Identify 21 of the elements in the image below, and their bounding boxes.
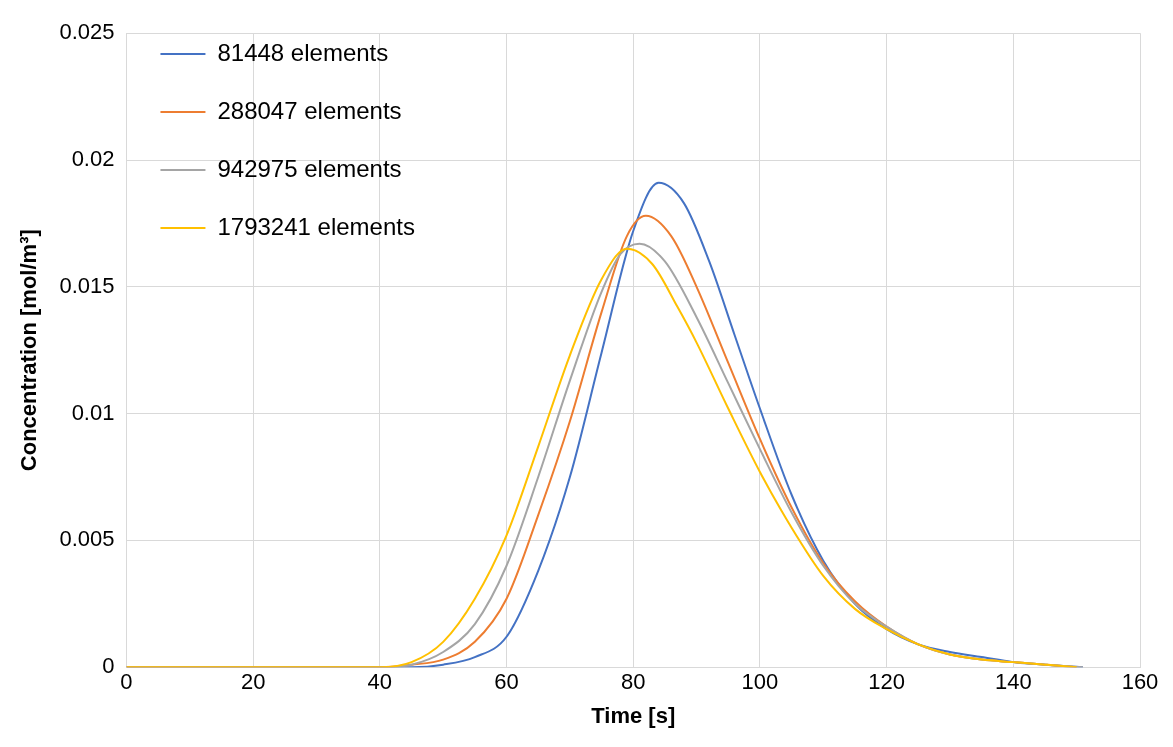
x-tick-label: 20	[240, 669, 266, 695]
y-tick-label: 0.005	[59, 526, 115, 552]
legend-label: 1793241 elements	[217, 212, 415, 240]
legend-label: 81448 elements	[217, 38, 389, 66]
x-tick-label: 80	[620, 669, 646, 695]
y-axis-title: Concentration [mol/m³]	[16, 229, 42, 472]
x-tick-label: 40	[367, 669, 393, 695]
y-tick-label: 0	[102, 653, 115, 679]
x-tick-label: 100	[741, 669, 779, 695]
x-tick-label: 60	[494, 669, 519, 695]
x-tick-label: 0	[120, 669, 133, 695]
legend-label: 288047 elements	[217, 96, 402, 124]
y-tick-label: 0.025	[59, 19, 115, 45]
legend-label: 942975 elements	[217, 154, 402, 182]
y-tick-label: 0.015	[59, 272, 115, 298]
x-tick-label: 160	[1121, 669, 1159, 695]
x-axis-title: Time [s]	[591, 702, 676, 728]
x-tick-label: 140	[994, 669, 1032, 695]
y-tick-label: 0.01	[71, 399, 115, 425]
y-tick-label: 0.02	[71, 146, 115, 172]
x-tick-label: 120	[868, 669, 905, 695]
